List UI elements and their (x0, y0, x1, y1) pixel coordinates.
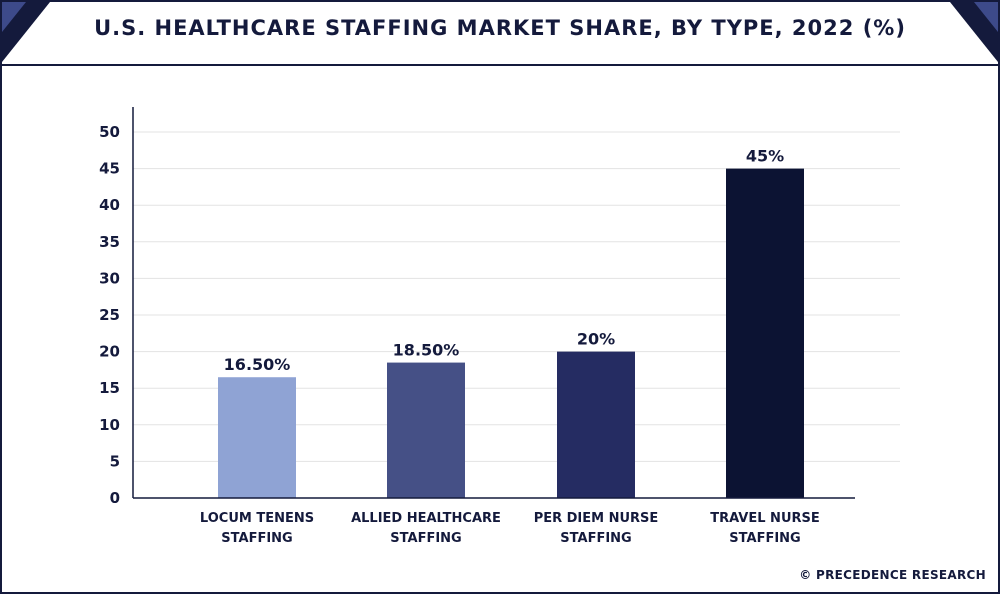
source-credit: © PRECEDENCE RESEARCH (799, 568, 986, 582)
x-category-label: STAFFING (390, 531, 461, 546)
bar (218, 377, 296, 498)
bar (387, 362, 465, 498)
y-tick-label: 20 (99, 343, 120, 361)
chart-title: U.S. HEALTHCARE STAFFING MARKET SHARE, B… (94, 16, 906, 40)
y-tick-label: 15 (99, 379, 120, 397)
bar (557, 351, 635, 498)
bar (726, 168, 804, 498)
x-category-label: STAFFING (560, 531, 631, 546)
y-tick-label: 30 (99, 269, 120, 287)
y-tick-label: 25 (99, 306, 120, 324)
x-category-label: STAFFING (221, 531, 292, 546)
bar-data-label: 20% (577, 330, 615, 349)
y-tick-label: 10 (99, 416, 120, 434)
y-tick-label: 45 (99, 160, 120, 178)
y-tick-label: 5 (110, 452, 120, 470)
x-category-label: STAFFING (729, 531, 800, 546)
x-category-label: LOCUM TENENS (200, 511, 314, 526)
x-category-label: PER DIEM NURSE (534, 511, 659, 526)
y-tick-label: 0 (110, 489, 120, 507)
header-banner: U.S. HEALTHCARE STAFFING MARKET SHARE, B… (2, 2, 998, 66)
y-tick-label: 40 (99, 196, 120, 214)
y-tick-label: 50 (99, 123, 120, 141)
x-category-label: ALLIED HEALTHCARE (351, 511, 501, 526)
bar-data-label: 45% (746, 147, 784, 166)
y-tick-label: 35 (99, 233, 120, 251)
bar-data-label: 16.50% (224, 355, 291, 374)
header-corner-left-accent (2, 2, 26, 32)
x-category-label: TRAVEL NURSE (710, 511, 820, 526)
header-corner-right-accent (974, 2, 998, 32)
bar-data-label: 18.50% (393, 341, 460, 360)
